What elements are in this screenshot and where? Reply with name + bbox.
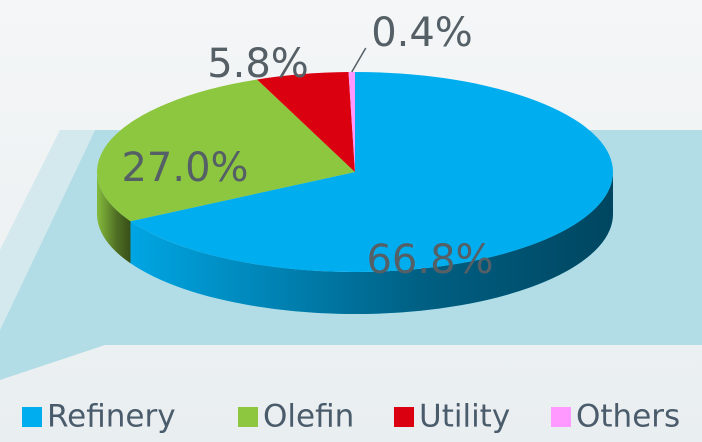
- data-label: 0.4%: [371, 10, 473, 56]
- data-label: 27.0%: [121, 145, 248, 191]
- backdrop-edge: [0, 130, 95, 330]
- slice: [257, 72, 355, 172]
- pie-tops: [96, 71, 614, 272]
- slice: [96, 79, 355, 222]
- pie-sides: [97, 172, 614, 314]
- data-label: 5.8%: [207, 41, 309, 87]
- legend-label: Refinery: [47, 399, 176, 435]
- slice: [130, 72, 614, 272]
- slice-side-shade: [130, 172, 614, 314]
- legend-swatch: [238, 407, 258, 427]
- slice-side-shade: [97, 172, 131, 264]
- legend-swatch: [551, 407, 571, 427]
- data-labels: 66.8% 27.0% 5.8% 0.4%: [121, 10, 493, 283]
- legend-swatch: [22, 407, 42, 427]
- data-label: 66.8%: [366, 237, 493, 283]
- legend-swatch: [394, 407, 414, 427]
- legend: Refinery Olefin Utility Others: [22, 399, 680, 435]
- legend-label: Others: [576, 399, 680, 435]
- slice: [348, 71, 355, 172]
- legend-label: Olefin: [263, 399, 354, 435]
- leader-line: [351, 47, 367, 73]
- legend-label: Utility: [419, 399, 510, 435]
